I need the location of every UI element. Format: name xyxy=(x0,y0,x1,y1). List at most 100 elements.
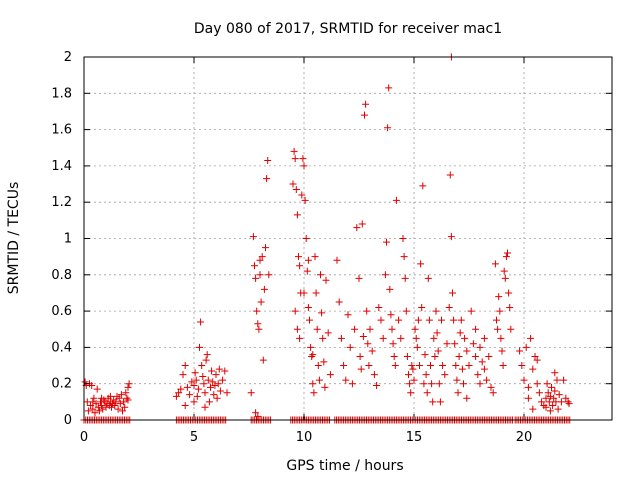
data-point xyxy=(551,387,559,395)
data-point xyxy=(94,403,102,411)
data-point xyxy=(91,409,99,417)
data-point xyxy=(199,372,207,380)
data-point xyxy=(87,401,95,409)
data-point xyxy=(546,392,554,400)
data-point xyxy=(544,389,552,397)
data-point xyxy=(434,347,442,355)
data-point xyxy=(291,307,299,315)
data-point xyxy=(522,343,530,351)
data-point xyxy=(81,378,89,386)
data-point xyxy=(553,376,561,384)
data-point xyxy=(304,256,312,264)
data-point xyxy=(313,325,321,333)
data-point xyxy=(386,285,394,293)
y-tick-label: 1.4 xyxy=(51,159,72,174)
data-point xyxy=(425,316,433,324)
data-point xyxy=(324,329,332,337)
data-point xyxy=(430,334,438,342)
data-point xyxy=(223,389,231,397)
data-point xyxy=(291,155,299,163)
data-point xyxy=(293,325,301,333)
data-point xyxy=(317,271,324,279)
data-point xyxy=(252,274,260,282)
data-point xyxy=(498,347,506,355)
data-point xyxy=(255,325,263,333)
data-point xyxy=(214,380,222,388)
data-point xyxy=(207,383,214,391)
data-point xyxy=(443,340,451,348)
data-point xyxy=(562,394,570,402)
data-point xyxy=(545,398,553,406)
data-point xyxy=(550,394,558,402)
data-point xyxy=(260,285,268,293)
data-point xyxy=(186,391,194,399)
data-point xyxy=(211,382,219,390)
data-point xyxy=(461,334,469,342)
data-point xyxy=(400,253,408,261)
data-point xyxy=(370,371,378,379)
data-point xyxy=(247,389,255,397)
data-point xyxy=(531,352,539,360)
data-point xyxy=(359,333,367,341)
data-point xyxy=(496,307,504,315)
data-point xyxy=(190,382,198,390)
data-point xyxy=(98,394,106,402)
y-tick-label: 0 xyxy=(64,413,72,428)
data-point xyxy=(290,147,298,155)
data-point xyxy=(419,182,427,190)
data-point xyxy=(494,325,502,333)
x-tick-labels: 0 5 10 15 20 xyxy=(80,430,532,445)
data-point xyxy=(309,351,317,359)
data-point xyxy=(196,343,203,351)
data-point xyxy=(538,398,546,406)
data-point xyxy=(296,334,304,342)
data-point xyxy=(524,394,532,402)
data-point xyxy=(123,394,131,402)
data-point xyxy=(474,371,482,379)
data-point xyxy=(436,398,444,406)
data-point xyxy=(401,274,409,282)
data-point xyxy=(366,325,374,333)
data-point xyxy=(457,316,465,324)
data-point xyxy=(500,267,508,275)
data-point xyxy=(379,334,387,342)
data-point xyxy=(252,409,260,417)
data-point xyxy=(254,320,262,328)
data-point xyxy=(408,362,416,370)
data-point xyxy=(362,100,370,108)
data-point xyxy=(90,394,98,402)
data-point xyxy=(357,365,365,373)
y-tick-label: 2 xyxy=(64,50,72,65)
data-point xyxy=(361,111,368,119)
data-point xyxy=(301,196,309,204)
data-point xyxy=(300,162,308,170)
data-point xyxy=(411,325,419,333)
data-point xyxy=(554,405,562,413)
data-point xyxy=(373,382,381,390)
data-point xyxy=(179,371,187,379)
data-point xyxy=(322,276,330,284)
data-point xyxy=(384,124,392,132)
data-point xyxy=(476,343,484,351)
data-point xyxy=(188,378,196,386)
data-point xyxy=(221,367,229,375)
data-point xyxy=(88,382,96,390)
data-point xyxy=(418,303,426,311)
data-point xyxy=(321,383,329,391)
data-point xyxy=(385,84,393,92)
data-point xyxy=(469,340,477,348)
data-point xyxy=(381,271,389,279)
data-point xyxy=(451,340,459,348)
data-point xyxy=(493,316,500,324)
data-point xyxy=(502,253,510,261)
x-tick-label: 10 xyxy=(296,430,313,445)
data-point xyxy=(454,389,462,397)
data-point xyxy=(108,403,115,411)
data-point xyxy=(455,352,463,360)
data-point xyxy=(114,405,122,413)
data-point xyxy=(403,352,411,360)
data-point xyxy=(249,233,257,241)
data-point xyxy=(388,325,396,333)
y-tick-label: 1.8 xyxy=(51,86,72,101)
